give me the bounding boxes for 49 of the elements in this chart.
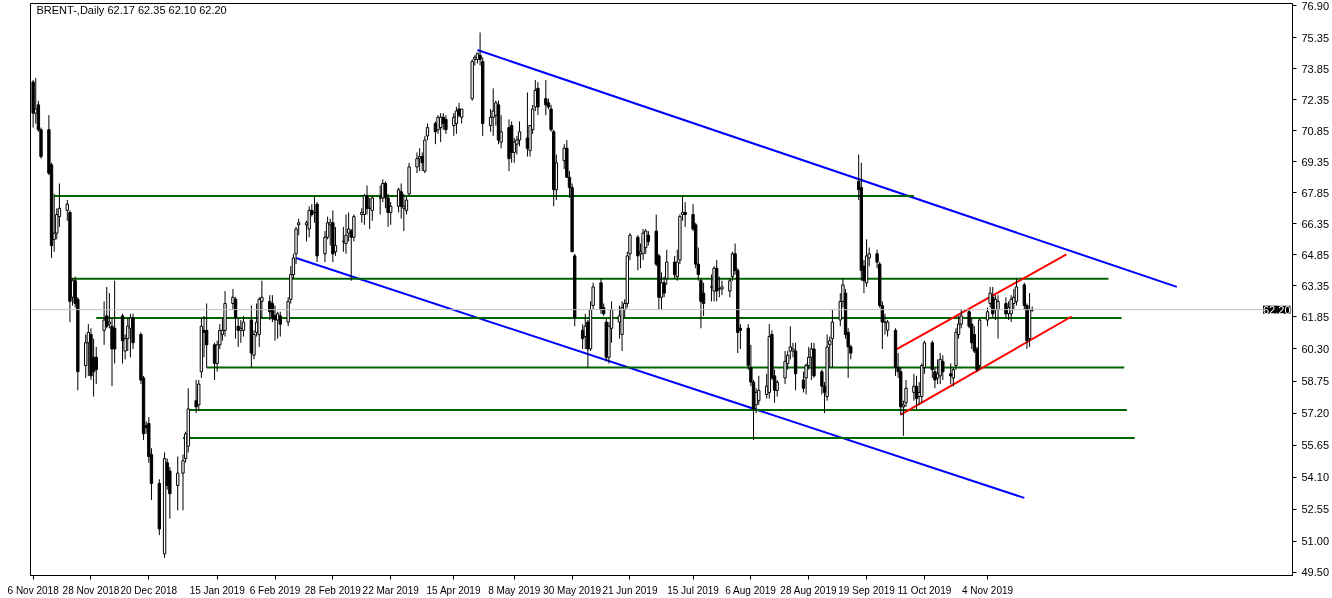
y-tick-label: 52.55 — [1301, 503, 1330, 516]
y-tick-label: 72.35 — [1301, 93, 1330, 106]
y-tick-label: 57.20 — [1301, 407, 1330, 420]
chart-title: BRENT-,Daily 62.17 62.35 62.10 62.20 — [36, 3, 227, 16]
x-tick-label: 21 Jun 2019 — [602, 584, 658, 596]
candlestick — [197, 379, 201, 412]
y-tick-label: 58.75 — [1301, 375, 1330, 388]
x-tick-label: 11 Oct 2019 — [897, 584, 952, 596]
y-tick-label: 73.85 — [1301, 62, 1330, 75]
candlestick — [941, 354, 945, 381]
x-tick-label: 30 May 2019 — [543, 584, 602, 596]
y-tick-label: 61.85 — [1301, 310, 1330, 323]
x-tick-label: 22 Mar 2019 — [362, 584, 420, 596]
y-tick-label: 70.85 — [1301, 124, 1330, 137]
ref-line-label: 62.20 — [1262, 303, 1291, 316]
x-tick-label: 8 May 2019 — [488, 584, 541, 596]
x-tick-label: 6 Nov 2018 — [7, 584, 60, 596]
candlestick — [331, 209, 335, 263]
x-tick-label: 28 Aug 2019 — [780, 584, 837, 596]
y-tick-label: 51.00 — [1301, 535, 1330, 548]
x-tick-label: 20 Dec 2018 — [120, 584, 178, 596]
y-tick-label: 67.85 — [1301, 186, 1330, 199]
candlestick — [985, 307, 990, 327]
x-tick-label: 4 Nov 2019 — [961, 584, 1014, 596]
x-tick-label: 6 Aug 2019 — [725, 584, 777, 596]
y-tick-label: 76.90 — [1301, 0, 1330, 12]
candlestick — [783, 350, 787, 385]
x-tick-label: 15 Jul 2019 — [667, 584, 720, 596]
y-tick-label: 66.35 — [1301, 217, 1330, 230]
y-tick-label: 75.35 — [1301, 31, 1330, 44]
x-tick-label: 28 Nov 2018 — [62, 584, 120, 596]
y-tick-label: 64.85 — [1301, 248, 1330, 261]
y-tick-label: 54.10 — [1301, 471, 1330, 484]
y-tick-label: 49.50 — [1301, 566, 1330, 579]
candlestick — [176, 456, 180, 511]
candlestick — [683, 201, 687, 228]
y-tick-label: 63.35 — [1301, 279, 1330, 292]
y-tick-label: 55.65 — [1301, 439, 1330, 452]
candlestick — [194, 379, 198, 414]
x-tick-label: 28 Feb 2019 — [304, 584, 362, 596]
candlestick — [949, 362, 953, 385]
x-tick-label: 6 Feb 2019 — [249, 584, 301, 596]
y-tick-label: 60.30 — [1301, 342, 1330, 355]
x-tick-label: 15 Apr 2019 — [426, 584, 481, 596]
candlestick — [491, 87, 495, 137]
x-tick-label: 15 Jan 2019 — [189, 584, 246, 596]
y-tick-label: 69.35 — [1301, 155, 1330, 168]
candlestick — [94, 346, 98, 385]
x-tick-label: 19 Sep 2019 — [838, 584, 896, 596]
